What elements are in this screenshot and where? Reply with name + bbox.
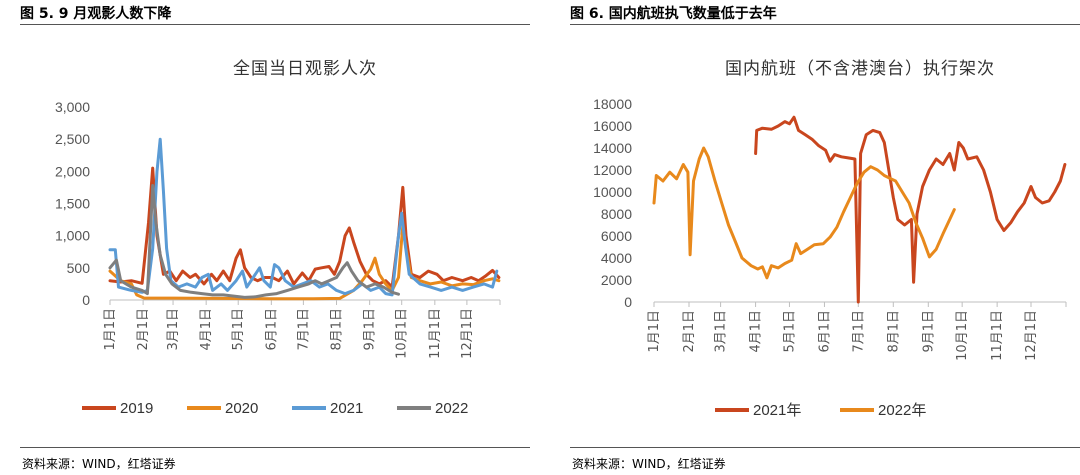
legend-entry: 2022 [435, 400, 468, 417]
y-tick-label: 14000 [593, 140, 632, 156]
top-rule [20, 24, 530, 25]
y-tick-label: 12000 [593, 162, 632, 178]
x-tick-label: 1月1日 [103, 308, 118, 351]
x-tick-label: 2月1日 [136, 308, 151, 351]
source-note: 资料来源：WIND，红塔证券 [572, 457, 726, 471]
top-rule [570, 24, 1080, 25]
legend-entry: 2021年 [753, 402, 801, 419]
y-tick-label: 3,000 [55, 99, 90, 115]
x-tick-label: 5月1日 [231, 308, 246, 351]
source-note: 资料来源：WIND，红塔证券 [22, 457, 176, 471]
x-tick-label: 4月1日 [749, 310, 764, 353]
chart-title: 国内航班（不含港澳台）执行架次 [725, 59, 995, 79]
legend-entry: 2019 [120, 400, 153, 417]
chart-title: 全国当日观影人次 [233, 59, 377, 79]
x-tick-label: 10月1日 [395, 308, 410, 359]
x-tick-label: 11月1日 [990, 310, 1005, 361]
y-tick-label: 8000 [601, 206, 632, 222]
series-line-2021年 [754, 115, 1067, 304]
box-office-chart: 全国当日观影人次 3,000 2,500 2,000 1,500 1,000 500 0 1月1… [55, 59, 501, 417]
figure-6-label: 图 6. 国内航班执飞数量低于去年 [570, 6, 777, 22]
x-tick-label: 12月1日 [460, 308, 475, 359]
x-tick-label: 12月1日 [1024, 310, 1039, 361]
y-tick-label: 4000 [601, 250, 632, 266]
x-tick-label: 4月1日 [199, 308, 214, 351]
y-tick-label: 2000 [601, 272, 632, 288]
x-tick-label: 3月1日 [166, 308, 181, 351]
y-tick-label: 0 [624, 294, 632, 310]
figure-5-label: 图 5. 9 月观影人数下降 [20, 6, 172, 22]
x-tick-label: 1月1日 [647, 310, 662, 353]
x-tick-label: 7月1日 [296, 308, 311, 351]
x-tick-label: 5月1日 [782, 310, 797, 353]
bottom-rule [570, 447, 1080, 448]
y-tick-label: 6000 [601, 228, 632, 244]
flights-chart: 国内航班（不含港澳台）执行架次 18000 16000 14000 12000 10000… [593, 59, 1067, 419]
y-tick-label: 2,000 [55, 163, 90, 179]
x-tick-label: 6月1日 [264, 308, 279, 351]
legend-entry: 2021 [330, 400, 363, 417]
x-tick-label: 7月1日 [851, 310, 866, 353]
legend-entry: 2020 [225, 400, 258, 417]
y-tick-label: 10000 [593, 184, 632, 200]
x-tick-label: 10月1日 [955, 310, 970, 361]
x-tick-label: 3月1日 [714, 310, 729, 353]
y-tick-label: 1,500 [55, 196, 90, 212]
y-tick-label: 2,500 [55, 131, 90, 147]
x-tick-label: 8月1日 [886, 310, 901, 353]
series-line-2022年 [652, 146, 956, 280]
x-tick-label: 9月1日 [921, 310, 936, 353]
x-tick-label: 11月1日 [428, 308, 443, 359]
series-line-2021 [108, 137, 499, 297]
x-tick-label: 9月1日 [363, 308, 378, 351]
y-tick-label: 500 [67, 260, 91, 276]
legend-entry: 2022年 [878, 402, 926, 419]
series-line-2020 [108, 224, 501, 301]
bottom-rule [20, 447, 530, 448]
y-tick-label: 16000 [593, 118, 632, 134]
x-tick-label: 8月1日 [330, 308, 345, 351]
series-line-2022 [108, 184, 400, 299]
x-tick-label: 6月1日 [817, 310, 832, 353]
y-tick-label: 0 [82, 292, 90, 308]
figure-6-panel: 图 6. 国内航班执飞数量低于去年 国内航班（不含港澳台）执行架次 18000 16… [550, 0, 1080, 475]
x-tick-label: 2月1日 [682, 310, 697, 353]
y-tick-label: 18000 [593, 96, 632, 112]
figure-5-panel: 图 5. 9 月观影人数下降 全国当日观影人次 3,000 2,500 2,000 1,… [0, 0, 530, 475]
y-tick-label: 1,000 [55, 228, 90, 244]
